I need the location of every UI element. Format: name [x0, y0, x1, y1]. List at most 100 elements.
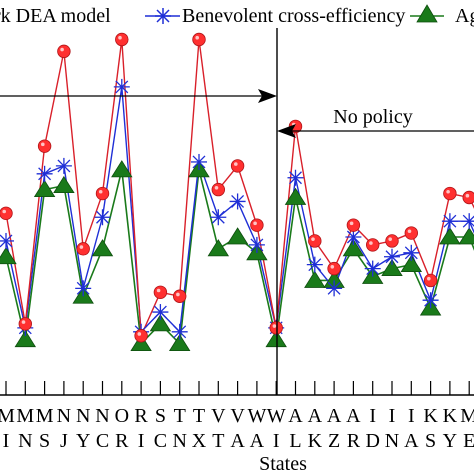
x-tick-label-top: O [115, 405, 129, 427]
marker-network-dea [153, 285, 168, 300]
marker-benevolent [248, 236, 265, 253]
x-tick-label-top: A [308, 405, 323, 427]
marker-benevolent [210, 209, 227, 226]
x-tick-label-top: N [76, 405, 90, 427]
marker-benevolent [403, 244, 420, 261]
x-tick-label-top: W [267, 405, 286, 427]
legend: rk DEA model Benevolent cross-efficiency… [0, 0, 474, 28]
marker-aggressive [168, 333, 191, 352]
x-tick-label-bottom: J [60, 430, 68, 452]
x-tick-label-top: A [288, 405, 303, 427]
marker-network-dea [269, 321, 283, 335]
x-tick-label-top: R [134, 405, 148, 427]
no-policy-arrow [277, 124, 474, 138]
marker-network-dea [308, 234, 322, 248]
x-tick-label-bottom: T [212, 430, 224, 452]
no-policy-annotation: No policy [333, 106, 412, 128]
x-tick-label-top: A [327, 405, 342, 427]
marker-aggressive [400, 254, 423, 273]
marker-network-dea [230, 159, 245, 173]
x-tick-label-top: M [16, 405, 34, 427]
marker-benevolent [113, 78, 130, 95]
marker-benevolent [191, 153, 207, 170]
marker-benevolent [152, 304, 169, 321]
marker-benevolent [171, 323, 188, 340]
x-tick-label-bottom: Y [76, 430, 90, 452]
marker-aggressive [381, 258, 403, 277]
marker-network-dea [57, 44, 71, 59]
marker-network-dea [423, 273, 438, 288]
x-tick-label-bottom: L [289, 430, 301, 452]
policy-arrow [0, 89, 277, 103]
x-tick-label-top: V [211, 405, 226, 427]
marker-network-dea [404, 226, 419, 240]
marker-aggressive [226, 227, 249, 245]
marker-network-dea [115, 32, 129, 47]
marker-benevolent [422, 292, 439, 309]
x-tick-label-bottom: D [365, 430, 379, 452]
marker-benevolent [384, 248, 400, 265]
x-tick-label-bottom: A [230, 430, 245, 452]
marker-aggressive [149, 314, 172, 332]
marker-benevolent [36, 165, 53, 182]
marker-benevolent [94, 209, 111, 226]
marker-aggressive [439, 227, 461, 245]
marker-aggressive [33, 179, 56, 198]
x-tick-label-top: T [193, 405, 205, 427]
marker-network-dea [18, 317, 33, 331]
marker-aggressive [304, 270, 326, 288]
x-tick-label-top: V [230, 405, 245, 427]
series-layer [0, 32, 474, 352]
marker-benevolent [229, 193, 246, 210]
marker-benevolent [461, 213, 474, 230]
series-line-network-dea [5, 38, 474, 337]
marker-benevolent [75, 280, 92, 297]
marker-network-dea [134, 329, 148, 343]
x-tick-label-bottom: N [18, 430, 32, 452]
x-tick-label-top: N [57, 405, 71, 427]
marker-aggressive [91, 239, 114, 257]
x-tick-label-top: S [155, 405, 166, 427]
marker-aggressive [53, 175, 75, 194]
marker-benevolent [364, 260, 381, 277]
x-tick-label-bottom: S [39, 430, 50, 452]
series-line-benevolent [5, 86, 474, 333]
x-tick-label-bottom: A [250, 430, 265, 452]
marker-network-dea [172, 289, 187, 303]
marker-benevolent [55, 157, 72, 174]
x-tick-label-top: A [346, 405, 361, 427]
marker-network-dea [95, 186, 110, 201]
x-tick-label-bottom: I [138, 430, 145, 452]
marker-benevolent [306, 256, 323, 273]
x-tick-label-top: I [369, 405, 376, 427]
x-tick-label-bottom: S [425, 430, 436, 452]
x-axis-label: States [259, 453, 307, 474]
marker-network-dea [462, 190, 474, 205]
marker-aggressive [14, 329, 37, 348]
marker-benevolent [287, 169, 304, 186]
legend-marker-benevolent [155, 8, 171, 24]
x-tick-label-top: M [36, 405, 54, 427]
marker-benevolent [326, 280, 343, 297]
marker-network-dea [211, 182, 226, 197]
marker-benevolent [441, 213, 458, 230]
x-tick-label-top: I [389, 405, 396, 427]
x-tick-label-top: N [95, 405, 109, 427]
x-tick-label-top: M [0, 405, 15, 427]
marker-network-dea [76, 242, 90, 256]
legend-label-aggressive: Ag [455, 5, 474, 27]
marker-aggressive [111, 160, 133, 178]
marker-network-dea [37, 139, 52, 153]
marker-network-dea [346, 218, 361, 232]
x-tick-label-top: K [443, 405, 458, 427]
x-tick-label-bottom: I [3, 430, 10, 452]
marker-aggressive [207, 239, 230, 257]
x-tick-label-bottom: N [172, 430, 186, 452]
marker-network-dea [250, 218, 264, 232]
x-tick-label-bottom: N [385, 430, 399, 452]
x-tick-label-bottom: I [273, 430, 280, 452]
marker-network-dea [443, 186, 457, 201]
x-tick-label-top: I [408, 405, 415, 427]
marker-aggressive [130, 333, 152, 352]
